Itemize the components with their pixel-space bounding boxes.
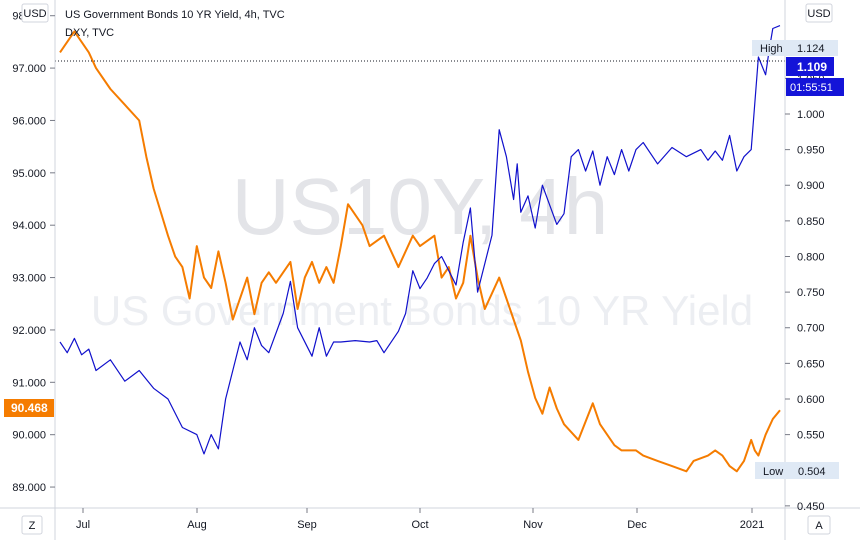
- left-tick-label: 89.000: [12, 482, 46, 494]
- right-tick-label: 0.900: [797, 180, 825, 192]
- x-tick-label: Jul: [76, 519, 90, 531]
- right-tick-label: 0.550: [797, 430, 825, 442]
- high-value-box: [794, 40, 838, 56]
- x-axis-ticks: Jul Aug Sep Oct Nov Dec 2021: [76, 508, 764, 531]
- x-tick-label: 2021: [740, 519, 764, 531]
- low-value-box: [795, 462, 839, 479]
- currency-left-box[interactable]: [21, 3, 49, 23]
- right-axis-ticks: 1.0501.0000.9500.9000.8500.8000.7500.700…: [785, 73, 825, 513]
- corner-right-label: A: [815, 520, 823, 532]
- right-tick-label: 0.950: [797, 145, 825, 157]
- timezone-button[interactable]: [21, 515, 43, 535]
- high-label: High: [760, 43, 783, 55]
- high-value: 1.124: [797, 43, 825, 55]
- auto-scale-button[interactable]: [807, 515, 831, 535]
- left-tick-label: 94.000: [12, 220, 46, 232]
- series-dxy-line: [59, 30, 781, 473]
- low-label-box: [755, 462, 795, 479]
- right-tick-label: 0.850: [797, 216, 825, 228]
- left-tick-label: 97.000: [12, 63, 46, 75]
- series-layer: [59, 25, 781, 473]
- left-tick-label: 90.000: [12, 430, 46, 442]
- last-value: 1.109: [797, 60, 827, 74]
- right-tick-label: 0.650: [797, 358, 825, 370]
- left-tick-label: 91.000: [12, 377, 46, 389]
- currency-left-label: USD: [23, 8, 46, 20]
- dxy-last-badge: [4, 399, 54, 417]
- x-tick-label: Sep: [297, 519, 317, 531]
- right-tick-label: 1.000: [797, 109, 825, 121]
- chart-title: US Government Bonds 10 YR Yield, 4h, TVC: [65, 9, 285, 21]
- corner-left-label: Z: [29, 520, 36, 532]
- x-tick-label: Nov: [523, 519, 543, 531]
- left-tick-label: 93.000: [12, 273, 46, 285]
- series-us10y-line: [59, 25, 781, 455]
- left-tick-label: 96.000: [12, 115, 46, 127]
- low-value: 0.504: [798, 466, 826, 478]
- currency-right-box[interactable]: [805, 3, 833, 23]
- watermark-name: US Government Bonds 10 YR Yield: [91, 287, 753, 334]
- plot-area[interactable]: [55, 0, 785, 508]
- x-tick-label: Oct: [411, 519, 428, 531]
- last-value-badge: [786, 57, 834, 76]
- dxy-last-value: 90.468: [11, 401, 48, 415]
- high-label-box: [752, 40, 794, 56]
- countdown-badge: [786, 78, 844, 96]
- right-tick-label: 0.600: [797, 394, 825, 406]
- chart-subtitle: DXY, TVC: [65, 27, 114, 39]
- left-tick-label: 95.000: [12, 168, 46, 180]
- countdown: 01:55:51: [790, 82, 833, 94]
- watermark-symbol: US10Y, 4h: [232, 162, 609, 251]
- right-tick-label: 0.750: [797, 287, 825, 299]
- right-tick-label: 0.800: [797, 251, 825, 263]
- currency-right-label: USD: [807, 8, 830, 20]
- x-tick-label: Dec: [627, 519, 647, 531]
- right-tick-label: 0.450: [797, 501, 825, 513]
- right-tick-label: 0.700: [797, 323, 825, 335]
- x-tick-label: Aug: [187, 519, 207, 531]
- low-label: Low: [763, 466, 783, 478]
- left-tick-label: 92.000: [12, 325, 46, 337]
- left-axis-ticks: 98.00097.00096.00095.00094.00093.00092.0…: [12, 11, 55, 494]
